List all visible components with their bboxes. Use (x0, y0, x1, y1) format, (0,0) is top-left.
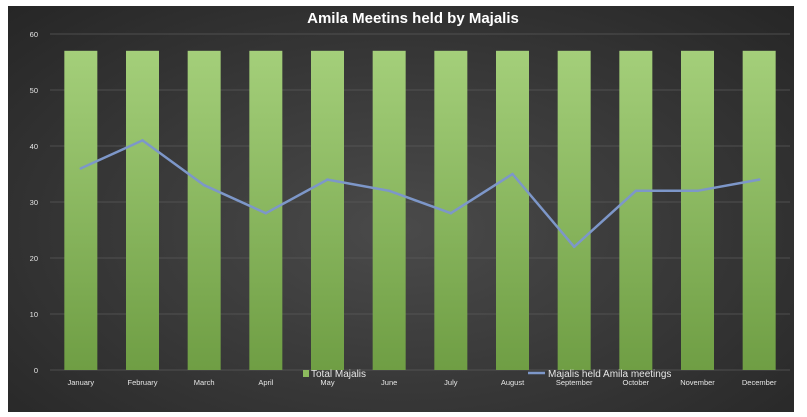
bar (434, 50, 468, 371)
x-tick-label: March (194, 378, 215, 387)
bar (619, 50, 653, 371)
legend: Total Majalis Majalis held Amila meetings (303, 369, 671, 380)
bar-series (64, 50, 776, 371)
bar (742, 50, 776, 371)
legend-label-total-majalis: Total Majalis (311, 369, 366, 380)
line-point (141, 139, 144, 142)
bar (126, 50, 159, 371)
line-series (79, 139, 761, 249)
line-point (79, 167, 83, 170)
x-tick-label: September (556, 378, 593, 387)
chart: Amila Meetins held by Majalis 0 10 20 30 40 5… (30, 10, 790, 387)
line-point (511, 172, 514, 176)
bar (64, 50, 98, 371)
x-tick-label: August (501, 378, 525, 387)
x-tick-label: May (320, 378, 334, 387)
line-point (757, 178, 761, 181)
bar (372, 50, 406, 371)
x-tick-label: October (622, 378, 649, 387)
y-tick-label: 30 (30, 198, 38, 207)
bar (557, 50, 591, 371)
x-axis-ticks: January February March April May June July Augu… (67, 378, 776, 387)
bar (681, 50, 714, 371)
y-tick-label: 20 (30, 254, 38, 263)
line-point (264, 211, 268, 215)
line-point (326, 178, 329, 181)
y-tick-label: 60 (30, 30, 38, 39)
bar (496, 50, 529, 371)
line-point (572, 245, 576, 249)
line-point (449, 211, 453, 215)
y-tick-label: 0 (34, 366, 38, 375)
y-axis-ticks: 0 10 20 30 40 50 60 (30, 30, 38, 375)
x-tick-label: April (258, 378, 273, 387)
y-tick-label: 10 (30, 310, 38, 319)
x-tick-label: July (444, 378, 458, 387)
gridlines (50, 33, 790, 371)
chart-area: Amila Meetins held by Majalis 0 10 20 30 40 5… (8, 6, 794, 412)
line-point (696, 189, 699, 193)
line-point (202, 183, 206, 187)
y-tick-label: 40 (30, 142, 38, 151)
x-tick-label: December (742, 378, 777, 387)
bar (187, 50, 221, 371)
x-tick-label: January (67, 378, 94, 387)
legend-swatch-total-majalis (303, 370, 309, 377)
bar (249, 50, 283, 371)
x-tick-label: June (381, 378, 397, 387)
x-tick-label: November (680, 378, 715, 387)
legend-label-amila-meetings: Majalis held Amila meetings (548, 369, 671, 380)
chart-title: Amila Meetins held by Majalis (307, 10, 519, 27)
series-line (80, 139, 760, 249)
x-tick-label: February (127, 378, 157, 387)
bar (311, 50, 344, 371)
y-tick-label: 50 (30, 86, 38, 95)
line-point (387, 189, 391, 193)
line-point (634, 189, 638, 193)
